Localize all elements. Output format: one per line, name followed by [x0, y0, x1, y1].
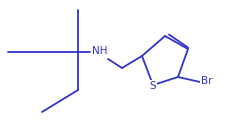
- Text: S: S: [150, 81, 156, 91]
- Text: Br: Br: [201, 76, 212, 86]
- Text: NH: NH: [92, 46, 108, 56]
